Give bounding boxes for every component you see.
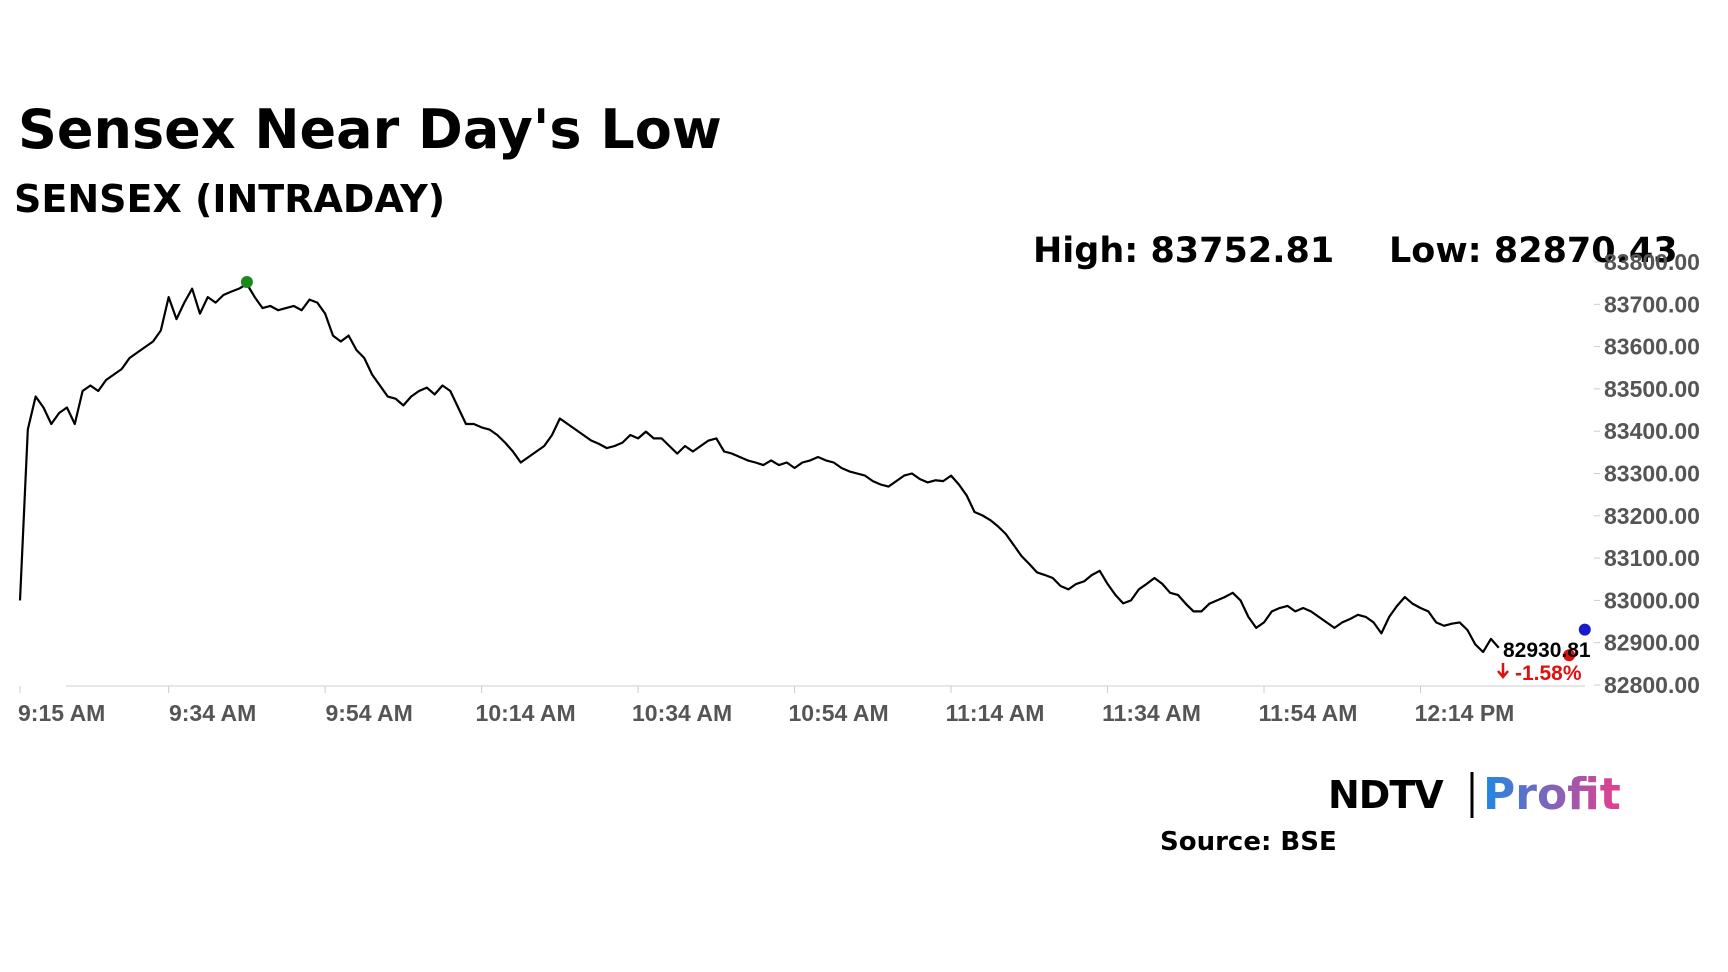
y-tick-label: 83800.00 [1604,249,1700,275]
y-tick-label: 83700.00 [1604,291,1700,317]
plot-area: 82800.00 82900.00 83000.00 83100.00 83200.00… [18,249,1700,726]
x-tick-label: 9:34 AM [169,700,256,726]
logo-ndtv: NDTV [1328,773,1444,817]
x-tick-label: 10:54 AM [789,700,889,726]
x-tick-label: 12:14 PM [1415,700,1515,726]
y-tick-label: 83500.00 [1604,376,1700,402]
marker-dot [240,275,253,288]
chart-title: Sensex Near Day's Low [18,98,722,161]
x-tick-label: 10:14 AM [476,700,576,726]
y-tick-label: 83600.00 [1604,334,1700,360]
x-tick-label: 11:54 AM [1259,700,1358,726]
high-label: High: 83752.81 [1033,231,1334,271]
price-line [18,282,1500,654]
marker-dot [1578,623,1591,636]
y-tick-label: 82800.00 [1604,672,1700,698]
y-tick-label: 82900.00 [1604,630,1700,656]
change-label: -1.58% [1515,662,1582,685]
y-tick-label: 83200.00 [1604,503,1700,529]
y-tick-label: 83300.00 [1604,461,1700,487]
down-arrow-icon [1497,663,1509,679]
chart-subtitle: SENSEX (INTRADAY) [14,177,445,221]
last-price-label: 82930.81 [1503,639,1591,662]
logo-profit: Profit [1483,769,1621,820]
x-tick-label: 9:54 AM [325,700,412,726]
y-tick-label: 83400.00 [1604,418,1700,444]
x-tick-label: 11:14 AM [946,700,1045,726]
low-label: Low: 82870.43 [1389,231,1678,271]
x-tick-label: 10:34 AM [632,700,732,726]
source: Source: BSE [1160,827,1337,857]
x-tick-label: 11:34 AM [1102,700,1201,726]
x-tick-label: 9:15 AM [18,700,105,726]
y-tick-label: 83000.00 [1604,587,1700,613]
marker-dot [1563,649,1576,662]
y-tick-label: 83100.00 [1604,545,1700,571]
